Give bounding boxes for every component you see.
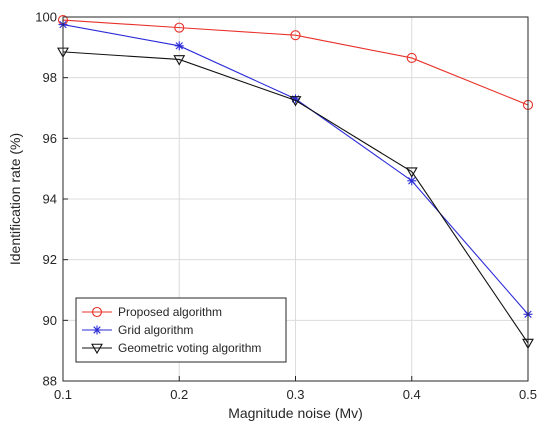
data-point (173, 55, 186, 66)
series-line (62, 19, 529, 106)
x-tick-label: 0.1 (54, 387, 72, 402)
x-tick-label: 0.5 (519, 387, 537, 402)
legend-marker (92, 325, 102, 335)
series-line (62, 51, 529, 344)
legend-marker (91, 306, 103, 318)
y-tick-label: 88 (43, 374, 57, 389)
data-point (406, 52, 417, 64)
series-circle (57, 14, 534, 111)
y-axis-title: Identification rate (%) (7, 133, 23, 265)
legend-label: Grid algorithm (118, 323, 193, 337)
data-point (289, 96, 302, 107)
x-tick-label: 0.4 (403, 387, 421, 402)
x-axis-title: Magnitude noise (Mv) (228, 405, 363, 421)
x-tick-label: 0.2 (170, 387, 188, 402)
y-tick-label: 98 (43, 70, 57, 85)
y-tick-label: 92 (43, 252, 57, 267)
data-point (290, 30, 301, 41)
x-tick-label: 0.3 (286, 387, 304, 402)
legend: Proposed algorithm Grid algorithm Geometri… (75, 297, 287, 363)
legend-label: Geometric voting algorithm (118, 341, 261, 355)
legend-label: Proposed algorithm (118, 305, 222, 319)
y-tick-label: 90 (43, 313, 57, 328)
data-point (405, 167, 418, 178)
y-tick-label: 96 (43, 131, 57, 146)
data-point (174, 22, 185, 33)
y-tick-label: 94 (43, 192, 57, 207)
data-point (407, 176, 417, 186)
series-layer (57, 14, 534, 350)
legend-marker (91, 343, 103, 355)
data-point (174, 41, 184, 51)
y-tick-label: 100 (35, 10, 57, 25)
axis-ticks: 0.1 0.2 0.3 0.4 0.5 88 90 92 94 96 98 100 (35, 10, 537, 403)
